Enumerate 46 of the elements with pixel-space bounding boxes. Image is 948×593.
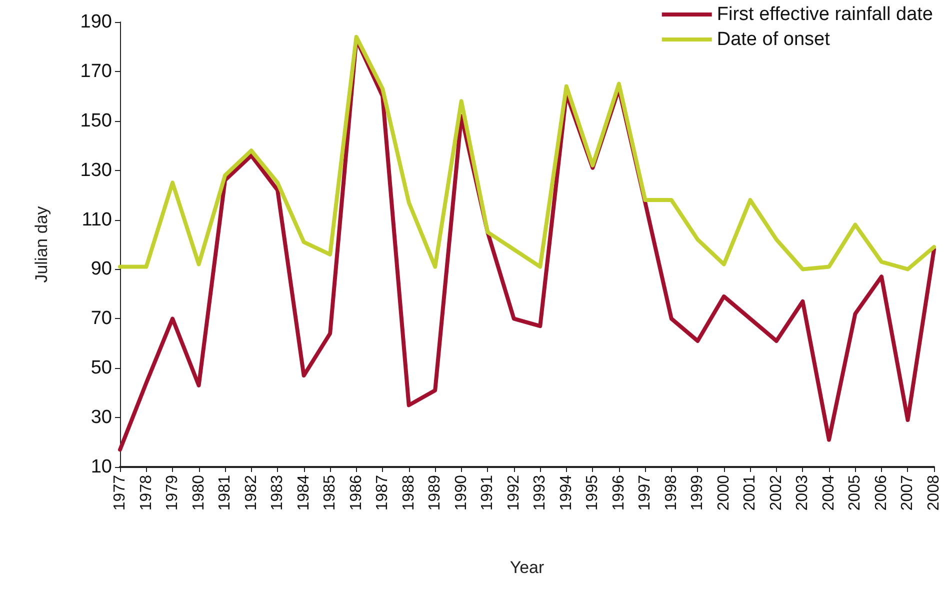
y-tick-label: 30 [90, 407, 112, 428]
x-tick-label: 1985 [322, 474, 339, 511]
x-tick-label: 1979 [164, 474, 182, 511]
y-tick-label: 150 [80, 110, 112, 132]
x-tick-label: 1984 [295, 474, 312, 511]
y-tick-label: 170 [80, 60, 112, 82]
x-tick-label: 2008 [926, 474, 942, 511]
x-tick-label: 2006 [872, 474, 890, 511]
y-tick-label: 110 [82, 209, 112, 230]
y-tick-label: 70 [90, 308, 112, 330]
legend-label: First effective rainfall date [716, 4, 934, 25]
x-tick-label: 1993 [532, 474, 549, 511]
x-tick-label: 1999 [689, 474, 706, 511]
y-tick-label: 50 [90, 358, 112, 379]
x-tick-label: 2004 [820, 474, 838, 511]
x-axis-title: Year [510, 558, 545, 577]
x-tick-label: 2002 [768, 474, 785, 511]
y-tick-label: 190 [80, 12, 112, 32]
x-tick-label: 1980 [190, 474, 208, 511]
x-tick-label: 1988 [400, 474, 418, 511]
x-tick-label: 1998 [662, 474, 680, 511]
x-tick-label: 1996 [610, 474, 628, 511]
x-tick-label: 2005 [846, 474, 864, 511]
legend-label: Date of onset [716, 29, 831, 50]
x-tick-label: 1997 [636, 474, 654, 511]
x-tick-label: 1995 [584, 474, 602, 511]
y-tick-label: 90 [90, 258, 112, 280]
x-tick-label: 2007 [899, 474, 916, 511]
x-tick-label: 1991 [479, 474, 496, 511]
x-tick-label: 2003 [794, 474, 812, 511]
x-tick-label: 1982 [242, 474, 260, 511]
x-tick-label: 1989 [426, 474, 444, 511]
x-tick-label: 1992 [505, 474, 522, 511]
x-tick-label: 1983 [269, 474, 286, 511]
x-tick-label: 1987 [374, 474, 392, 511]
x-tick-label: 1981 [216, 474, 234, 511]
x-tick-label: 1986 [348, 474, 365, 511]
x-tick-label: 2000 [715, 474, 732, 511]
x-tick-label: 1977 [112, 474, 128, 511]
x-tick-label: 2001 [742, 474, 759, 511]
y-axis-title: Julian day [32, 206, 51, 283]
y-tick-label: 130 [80, 160, 112, 181]
x-tick-label: 1990 [452, 474, 470, 511]
y-tick-label: 10 [90, 456, 112, 478]
x-tick-label: 1994 [558, 474, 575, 511]
x-tick-label: 1978 [138, 474, 155, 511]
